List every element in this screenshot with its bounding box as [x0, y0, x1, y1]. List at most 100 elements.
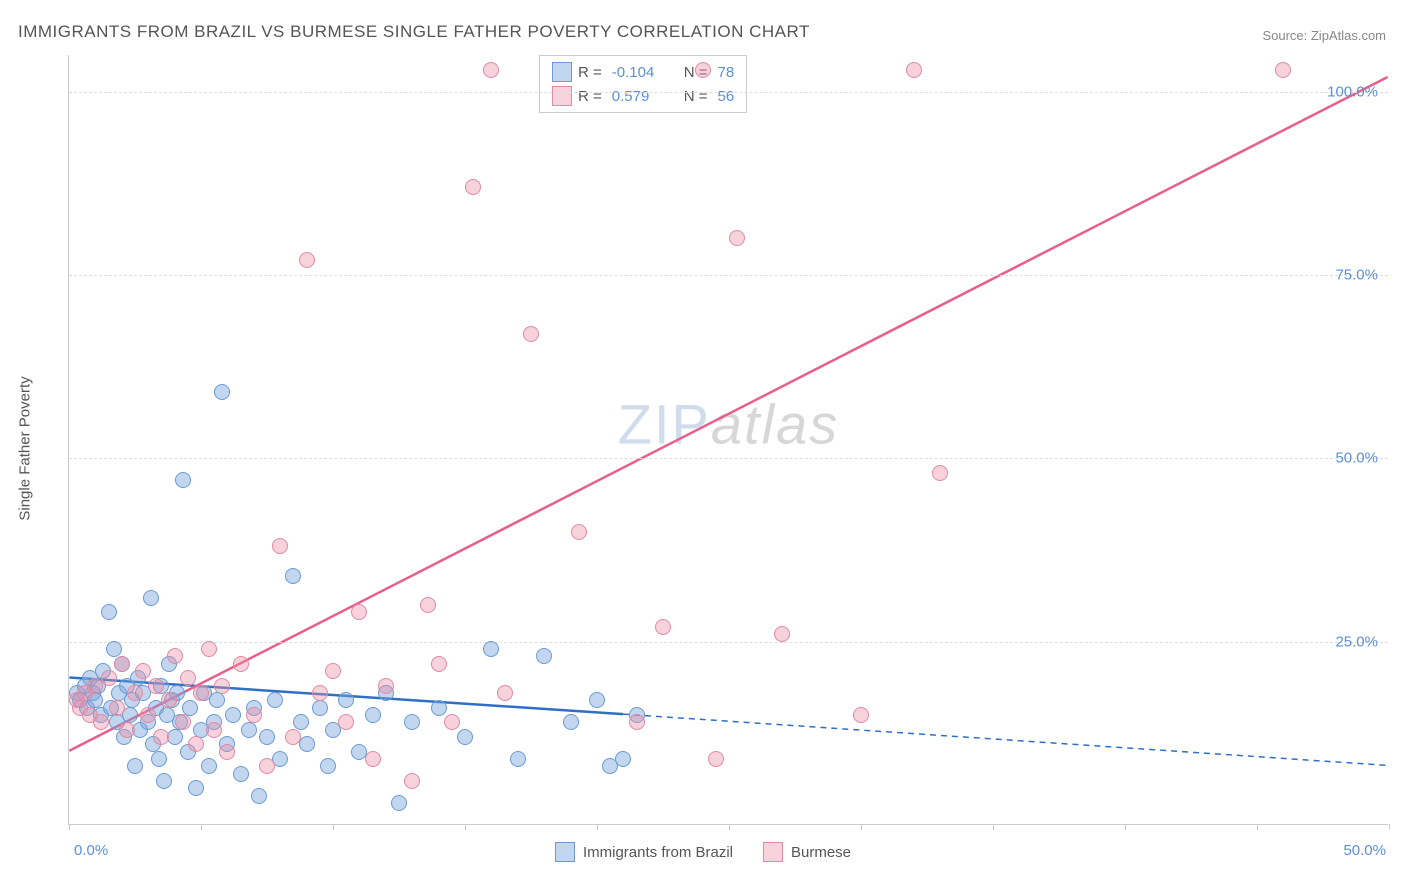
chart-title: IMMIGRANTS FROM BRAZIL VS BURMESE SINGLE…: [18, 22, 810, 42]
x-tick-label-50: 50.0%: [1343, 842, 1386, 859]
data-point: [536, 648, 552, 664]
legend-r-label: R =: [578, 64, 602, 81]
data-point: [629, 714, 645, 730]
data-point: [420, 597, 436, 613]
data-point: [251, 788, 267, 804]
swatch-brazil: [555, 842, 575, 862]
trend-line: [69, 77, 1387, 751]
x-tick: [861, 824, 862, 830]
data-point: [510, 751, 526, 767]
data-point: [233, 766, 249, 782]
legend-n-value: 78: [718, 64, 735, 81]
x-tick: [1257, 824, 1258, 830]
data-point: [431, 700, 447, 716]
data-point: [431, 656, 447, 672]
source-attribution: Source: ZipAtlas.com: [1262, 28, 1386, 43]
data-point: [143, 590, 159, 606]
data-point: [151, 751, 167, 767]
data-point: [404, 714, 420, 730]
gridline: [69, 458, 1388, 459]
x-tick: [69, 824, 70, 830]
data-point: [615, 751, 631, 767]
data-point: [465, 179, 481, 195]
data-point: [523, 326, 539, 342]
data-point: [338, 692, 354, 708]
data-point: [563, 714, 579, 730]
data-point: [246, 707, 262, 723]
data-point: [225, 707, 241, 723]
x-tick: [1125, 824, 1126, 830]
data-point: [140, 707, 156, 723]
legend-swatch: [552, 86, 572, 106]
legend-r-value: -0.104: [612, 64, 668, 81]
data-point: [153, 729, 169, 745]
data-point: [119, 722, 135, 738]
data-point: [241, 722, 257, 738]
data-point: [729, 230, 745, 246]
data-point: [444, 714, 460, 730]
data-point: [206, 722, 222, 738]
x-tick: [201, 824, 202, 830]
legend-item-brazil: Immigrants from Brazil: [555, 842, 733, 862]
data-point: [214, 384, 230, 400]
legend-label-brazil: Immigrants from Brazil: [583, 844, 733, 861]
correlation-legend: R =-0.104N =78R =0.579N =56: [539, 55, 747, 113]
legend-label-burmese: Burmese: [791, 844, 851, 861]
data-point: [148, 678, 164, 694]
x-tick-label-0: 0.0%: [74, 842, 108, 859]
data-point: [201, 758, 217, 774]
data-point: [365, 707, 381, 723]
data-point: [93, 714, 109, 730]
data-point: [285, 568, 301, 584]
legend-n-value: 56: [718, 88, 735, 105]
data-point: [483, 62, 499, 78]
data-point: [695, 62, 711, 78]
data-point: [320, 758, 336, 774]
data-point: [774, 626, 790, 642]
data-point: [293, 714, 309, 730]
legend-item-burmese: Burmese: [763, 842, 851, 862]
data-point: [175, 472, 191, 488]
data-point: [312, 700, 328, 716]
gridline: [69, 92, 1388, 93]
data-point: [219, 744, 235, 760]
trend-lines-svg: [69, 55, 1388, 824]
x-tick: [729, 824, 730, 830]
series-legend: Immigrants from Brazil Burmese: [555, 842, 851, 862]
data-point: [188, 780, 204, 796]
data-point: [483, 641, 499, 657]
y-tick-label: 100.0%: [1327, 83, 1378, 100]
y-tick-label: 50.0%: [1335, 450, 1378, 467]
x-tick: [333, 824, 334, 830]
data-point: [351, 604, 367, 620]
gridline: [69, 642, 1388, 643]
data-point: [906, 62, 922, 78]
y-axis-title: Single Father Poverty: [17, 376, 34, 520]
data-point: [378, 678, 394, 694]
legend-n-label: N =: [684, 88, 708, 105]
data-point: [101, 604, 117, 620]
data-point: [853, 707, 869, 723]
legend-swatch: [552, 62, 572, 82]
data-point: [156, 773, 172, 789]
legend-r-value: 0.579: [612, 88, 668, 105]
y-tick-label: 25.0%: [1335, 633, 1378, 650]
data-point: [932, 465, 948, 481]
data-point: [188, 736, 204, 752]
legend-row: R =0.579N =56: [552, 84, 734, 108]
data-point: [497, 685, 513, 701]
y-tick-label: 75.0%: [1335, 267, 1378, 284]
data-point: [325, 663, 341, 679]
swatch-burmese: [763, 842, 783, 862]
data-point: [457, 729, 473, 745]
data-point: [127, 758, 143, 774]
data-point: [114, 656, 130, 672]
data-point: [161, 692, 177, 708]
x-tick: [1389, 824, 1390, 830]
data-point: [106, 641, 122, 657]
data-point: [708, 751, 724, 767]
data-point: [365, 751, 381, 767]
data-point: [209, 692, 225, 708]
data-point: [259, 758, 275, 774]
data-point: [109, 700, 125, 716]
